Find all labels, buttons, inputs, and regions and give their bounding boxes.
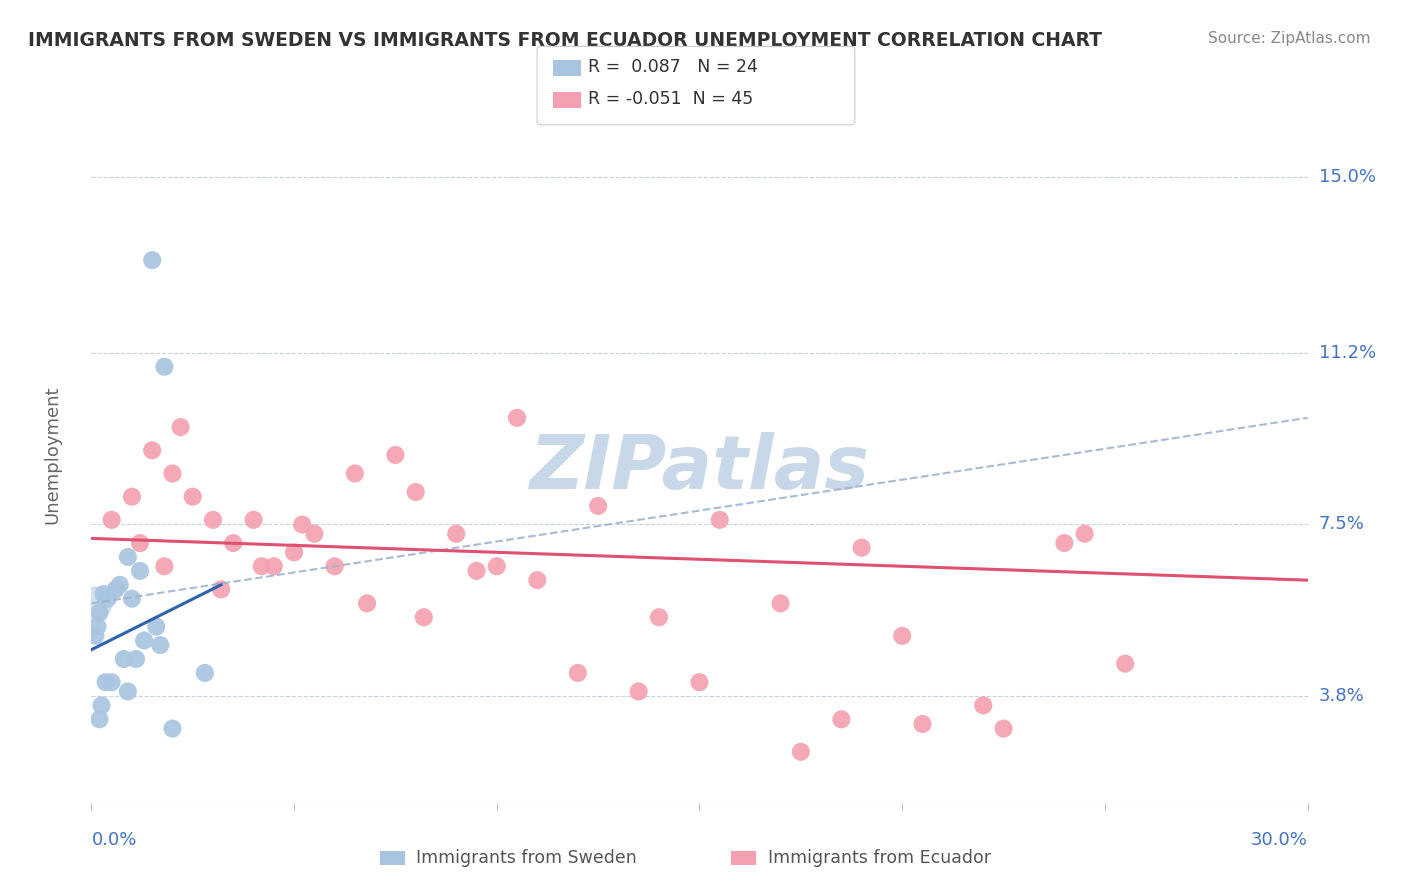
Text: 3.8%: 3.8% xyxy=(1319,687,1364,705)
Point xyxy=(145,619,167,633)
Point xyxy=(851,541,873,555)
Point xyxy=(132,633,155,648)
Point xyxy=(153,359,176,374)
Point xyxy=(222,536,245,550)
Point xyxy=(304,526,326,541)
Point xyxy=(250,559,273,574)
Point xyxy=(194,665,217,680)
Point xyxy=(412,610,434,624)
Point xyxy=(100,513,122,527)
Point xyxy=(121,490,143,504)
Point xyxy=(323,559,346,574)
Point xyxy=(117,549,139,564)
Point xyxy=(1114,657,1136,671)
Point xyxy=(84,596,107,610)
Text: 30.0%: 30.0% xyxy=(1251,830,1308,848)
Point xyxy=(129,564,152,578)
Text: 11.2%: 11.2% xyxy=(1319,344,1376,362)
Text: Immigrants from Ecuador: Immigrants from Ecuador xyxy=(768,849,991,867)
Point xyxy=(97,591,120,606)
Point xyxy=(356,596,378,610)
Point xyxy=(129,536,152,550)
Point xyxy=(121,591,143,606)
Point xyxy=(108,578,131,592)
Text: ZIPatlas: ZIPatlas xyxy=(530,433,869,506)
Point xyxy=(444,526,467,541)
Point xyxy=(153,559,176,574)
Point xyxy=(891,629,914,643)
Point xyxy=(89,712,111,726)
Point xyxy=(1073,526,1095,541)
Point xyxy=(384,448,406,462)
Point xyxy=(993,722,1015,736)
Point xyxy=(169,420,191,434)
Point xyxy=(648,610,671,624)
Point xyxy=(242,513,264,527)
Point xyxy=(162,467,184,481)
Point xyxy=(125,652,148,666)
Point xyxy=(405,485,427,500)
Point xyxy=(90,698,112,713)
Point xyxy=(709,513,731,527)
Text: Unemployment: Unemployment xyxy=(44,385,60,524)
Point xyxy=(283,545,305,559)
Point xyxy=(141,443,163,458)
Point xyxy=(627,684,650,698)
Point xyxy=(94,675,117,690)
Point xyxy=(972,698,994,713)
Point xyxy=(567,665,589,680)
Point xyxy=(181,490,204,504)
Point xyxy=(1053,536,1076,550)
Point xyxy=(202,513,225,527)
Text: 0.0%: 0.0% xyxy=(91,830,136,848)
Point xyxy=(790,745,813,759)
Text: Immigrants from Sweden: Immigrants from Sweden xyxy=(416,849,637,867)
Point xyxy=(506,410,529,425)
Point xyxy=(526,573,548,587)
Text: IMMIGRANTS FROM SWEDEN VS IMMIGRANTS FROM ECUADOR UNEMPLOYMENT CORRELATION CHART: IMMIGRANTS FROM SWEDEN VS IMMIGRANTS FRO… xyxy=(28,31,1102,50)
Point xyxy=(291,517,314,532)
Point xyxy=(911,717,934,731)
Point xyxy=(93,587,115,601)
Text: 15.0%: 15.0% xyxy=(1319,168,1375,186)
Point xyxy=(141,253,163,268)
Point xyxy=(343,467,366,481)
Text: 7.5%: 7.5% xyxy=(1319,516,1365,533)
Text: Source: ZipAtlas.com: Source: ZipAtlas.com xyxy=(1208,31,1371,46)
Point xyxy=(84,629,107,643)
Point xyxy=(586,499,609,513)
Point xyxy=(162,722,184,736)
Text: R = -0.051  N = 45: R = -0.051 N = 45 xyxy=(588,90,754,108)
Point xyxy=(688,675,710,690)
Point xyxy=(485,559,508,574)
Point xyxy=(263,559,285,574)
Point xyxy=(86,619,108,633)
Point xyxy=(117,684,139,698)
Point xyxy=(465,564,488,578)
Point xyxy=(89,606,111,620)
Point xyxy=(209,582,232,597)
Text: R =  0.087   N = 24: R = 0.087 N = 24 xyxy=(588,58,758,76)
Point xyxy=(100,675,122,690)
Point xyxy=(104,582,127,597)
Point xyxy=(149,638,172,652)
Point xyxy=(112,652,135,666)
Point xyxy=(830,712,852,726)
Point xyxy=(769,596,792,610)
